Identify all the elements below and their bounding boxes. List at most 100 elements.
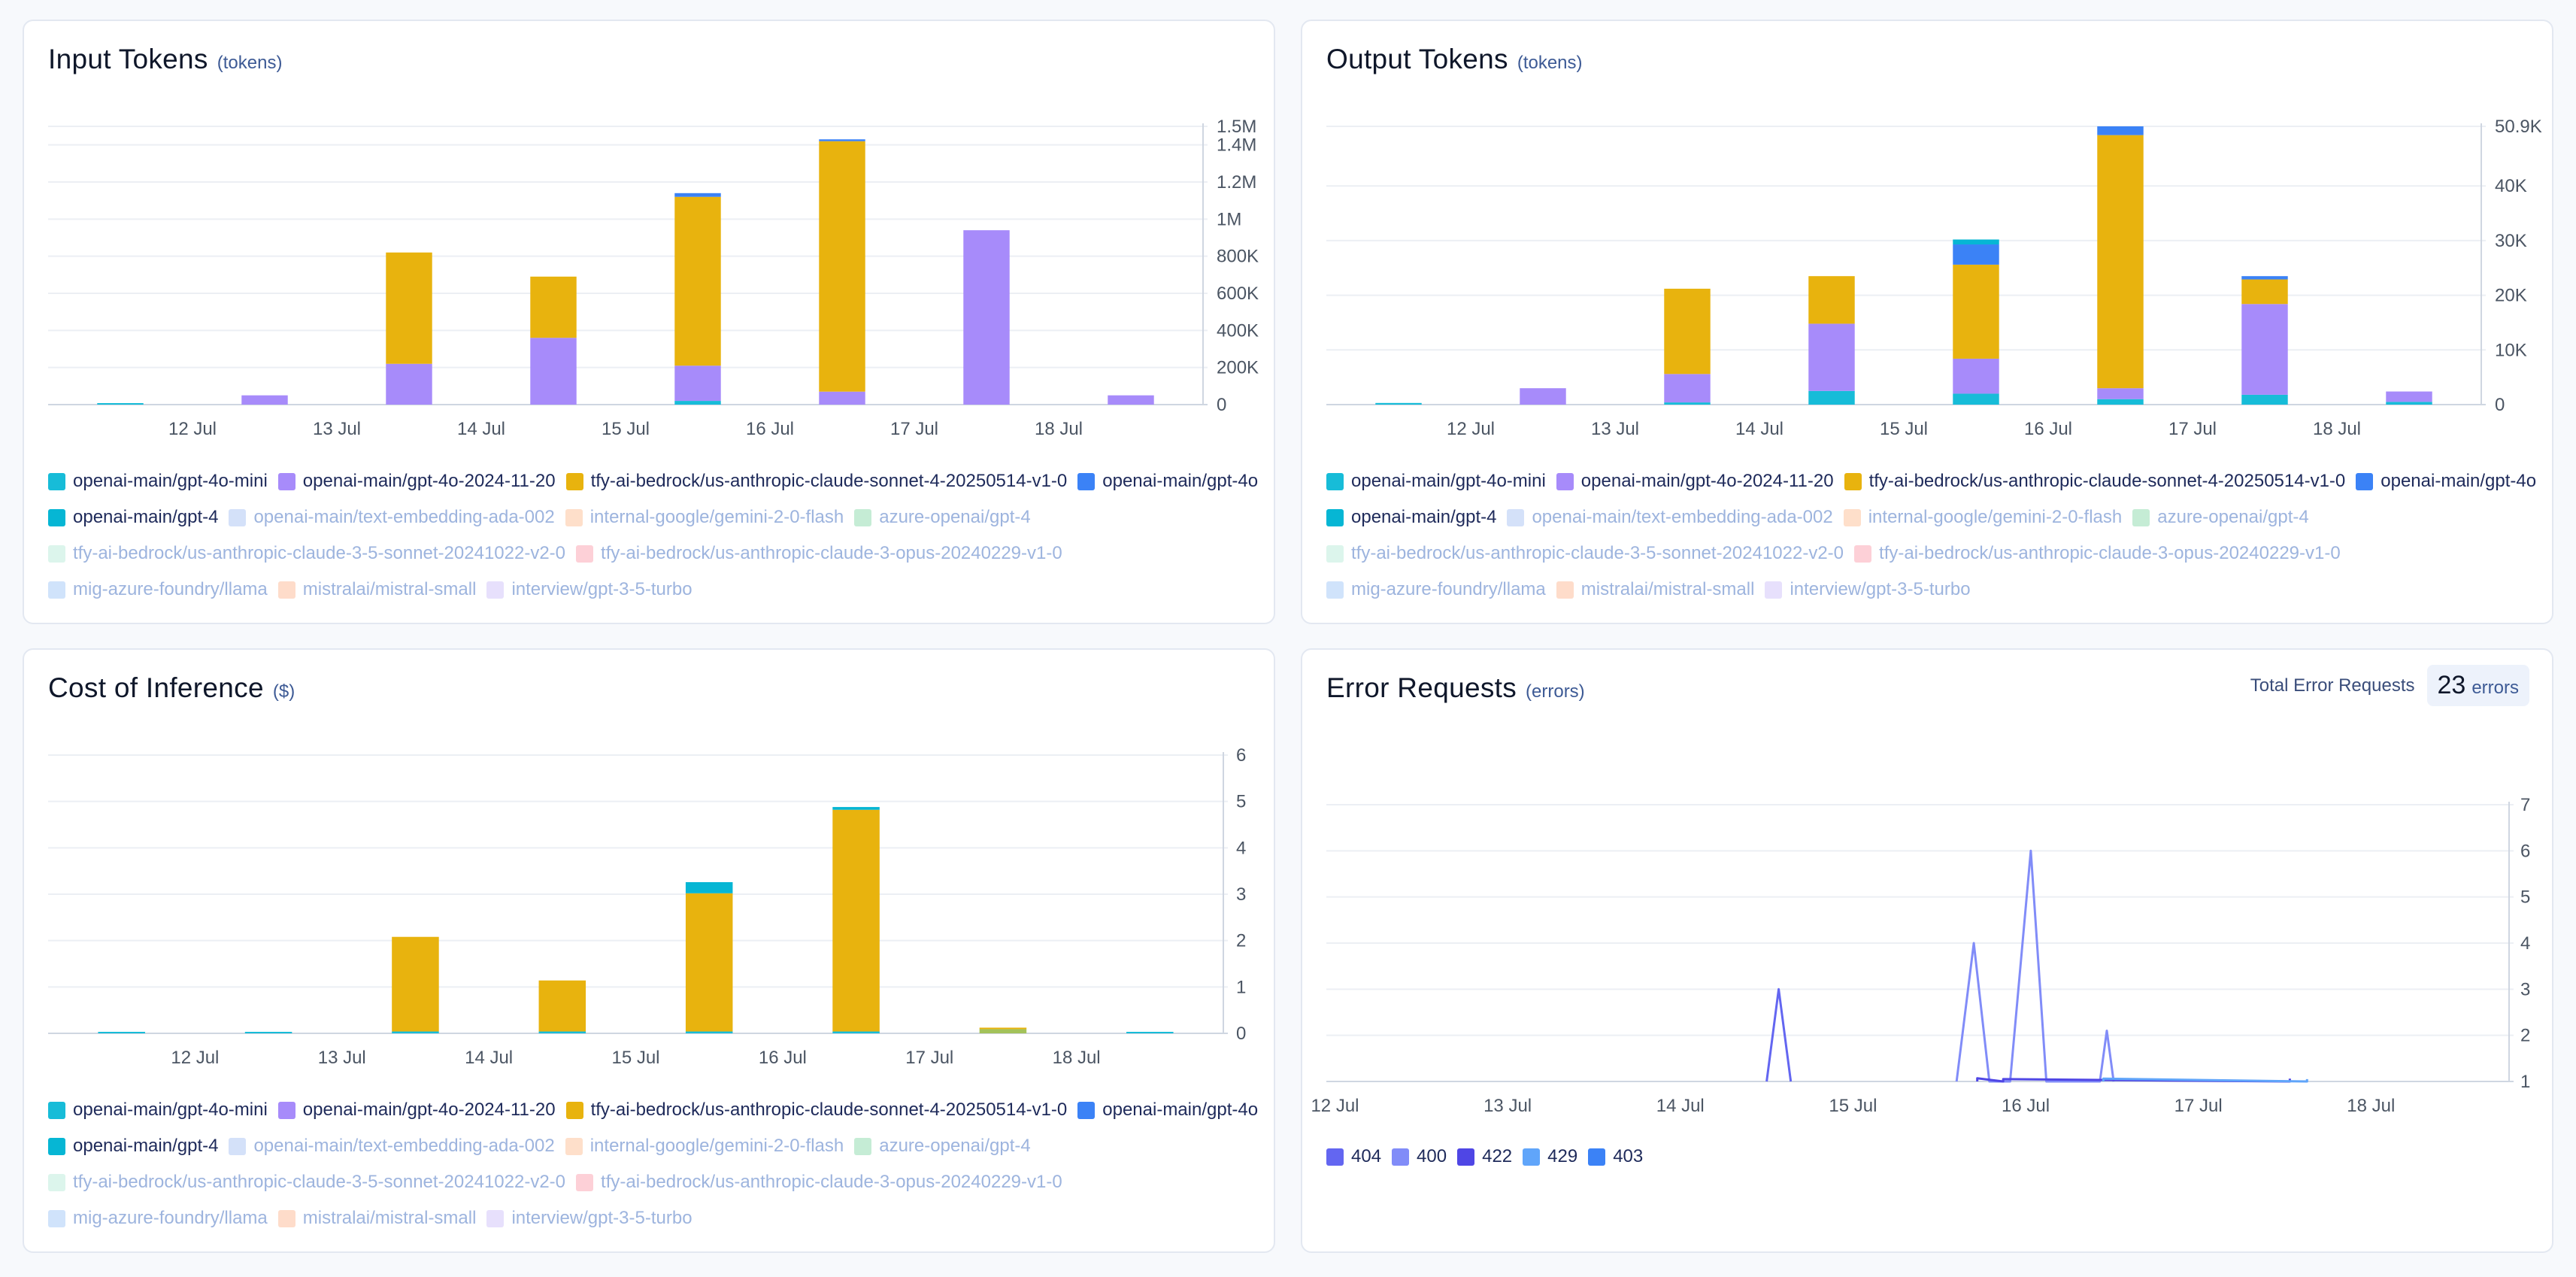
legend-item[interactable]: openai-main/gpt-4o xyxy=(2356,463,2536,499)
bar-segment xyxy=(832,807,880,810)
legend-swatch xyxy=(229,508,247,526)
legend-item[interactable]: openai-main/gpt-4 xyxy=(1326,499,1496,535)
error-requests-legend: 404 400 422 429 403 xyxy=(1326,1139,2537,1175)
legend-item[interactable]: mistralai/mistral-small xyxy=(277,572,476,608)
legend-item[interactable]: tfy-ai-bedrock/us-anthropic-claude-3-opu… xyxy=(576,535,1062,572)
bar-segment xyxy=(819,139,865,141)
bar-segment xyxy=(2097,399,2144,405)
legend-label: openai-main/text-embedding-ada-002 xyxy=(253,507,555,527)
legend-item[interactable]: openai-main/text-embedding-ada-002 xyxy=(229,1128,555,1164)
legend-item[interactable]: azure-openai/gpt-4 xyxy=(854,1128,1031,1164)
legend-label: mistralai/mistral-small xyxy=(302,1208,477,1228)
legend-label: tfy-ai-bedrock/us-anthropic-claude-sonne… xyxy=(590,471,1068,491)
legend-item[interactable]: openai-main/gpt-4 xyxy=(48,1128,218,1164)
x-tick-label: 15 Jul xyxy=(611,1048,659,1068)
y-tick-label: 10K xyxy=(2495,340,2527,360)
legend-swatch xyxy=(486,581,505,599)
y-tick-label: 0 xyxy=(1236,1024,1246,1044)
legend-item[interactable]: internal-google/gemini-2-0-flash xyxy=(565,499,844,535)
legend-item[interactable]: mistralai/mistral-small xyxy=(1556,572,1754,608)
legend-item[interactable]: tfy-ai-bedrock/us-anthropic-claude-3-opu… xyxy=(1854,535,2341,572)
legend-swatch xyxy=(48,1173,65,1191)
legend-item[interactable]: interview/gpt-3-5-turbo xyxy=(486,1200,692,1236)
legend-item[interactable]: openai-main/gpt-4o-2024-11-20 xyxy=(277,463,556,499)
bar-segment xyxy=(392,1031,439,1033)
total-error-label: Total Error Requests xyxy=(2250,675,2415,696)
bar-segment xyxy=(1953,244,1999,265)
legend-item[interactable]: openai-main/gpt-4o-2024-11-20 xyxy=(1556,463,1834,499)
legend-item[interactable]: openai-main/gpt-4o xyxy=(1077,1092,1258,1128)
legend-swatch xyxy=(1523,1148,1541,1166)
legend-item[interactable]: tfy-ai-bedrock/us-anthropic-claude-sonne… xyxy=(565,463,1068,499)
legend-item[interactable]: tfy-ai-bedrock/us-anthropic-claude-3-5-s… xyxy=(1326,535,1844,572)
legend-label: interview/gpt-3-5-turbo xyxy=(511,1208,692,1228)
legend-item[interactable]: mistralai/mistral-small xyxy=(277,1200,477,1236)
legend-item[interactable]: 400 xyxy=(1392,1139,1447,1175)
y-tick-label: 1.2M xyxy=(1217,172,1256,193)
bar-segment xyxy=(2241,276,2288,280)
legend-item[interactable]: openai-main/text-embedding-ada-002 xyxy=(1507,499,1833,535)
legend-item[interactable]: 403 xyxy=(1588,1139,1643,1175)
bar-segment xyxy=(2386,391,2432,402)
bar-segment xyxy=(819,391,865,405)
legend-item[interactable]: mig-azure-foundry/llama xyxy=(1326,572,1546,608)
legend-item[interactable]: mig-azure-foundry/llama xyxy=(48,1200,268,1236)
legend-label: openai-main/gpt-4o xyxy=(2381,471,2537,491)
error-requests-card: Error Requests (errors) Total Error Requ… xyxy=(1301,648,2553,1253)
legend-item[interactable]: 404 xyxy=(1326,1139,1381,1175)
legend-item[interactable]: tfy-ai-bedrock/us-anthropic-claude-sonne… xyxy=(565,1092,1067,1128)
x-tick-label: 18 Jul xyxy=(2313,419,2361,439)
legend-item[interactable]: azure-openai/gpt-4 xyxy=(2132,499,2309,535)
bar-segment xyxy=(97,403,144,405)
cost-of-inference-header: Cost of Inference ($) xyxy=(48,672,295,704)
legend-item[interactable]: 422 xyxy=(1457,1139,1512,1175)
total-error-requests: Total Error Requests 23 errors xyxy=(2250,665,2529,706)
y-tick-label: 40K xyxy=(2495,176,2527,196)
legend-item[interactable]: interview/gpt-3-5-turbo xyxy=(486,572,692,608)
legend-swatch xyxy=(48,544,65,563)
legend-item[interactable]: internal-google/gemini-2-0-flash xyxy=(1843,499,2122,535)
x-tick-label: 15 Jul xyxy=(602,419,650,439)
legend-swatch xyxy=(1765,581,1783,599)
legend-item[interactable]: interview/gpt-3-5-turbo xyxy=(1765,572,1971,608)
x-tick-label: 12 Jul xyxy=(168,419,217,439)
bar-segment xyxy=(1808,276,1855,324)
legend-item[interactable]: 429 xyxy=(1523,1139,1577,1175)
legend-swatch xyxy=(1588,1148,1606,1166)
y-tick-label: 2 xyxy=(2520,1026,2530,1046)
legend-item[interactable]: openai-main/gpt-4o-mini xyxy=(1326,463,1546,499)
bar-segment xyxy=(2097,135,2144,389)
legend-item[interactable]: openai-main/gpt-4 xyxy=(48,499,218,535)
legend-item[interactable]: tfy-ai-bedrock/us-anthropic-claude-3-opu… xyxy=(576,1164,1062,1200)
x-tick-label: 14 Jul xyxy=(1656,1096,1705,1116)
cost-of-inference-card: Cost of Inference ($) 0 1 2 3 4 5 6 12 Jul 13 Ju… xyxy=(23,648,1275,1253)
legend-item[interactable]: openai-main/gpt-4o-mini xyxy=(48,1092,268,1128)
legend-label: tfy-ai-bedrock/us-anthropic-claude-3-opu… xyxy=(1879,543,2341,563)
legend-swatch xyxy=(576,544,594,563)
bar-segment xyxy=(685,893,733,1032)
legend-swatch xyxy=(48,581,65,599)
legend-item[interactable]: azure-openai/gpt-4 xyxy=(854,499,1031,535)
legend-item[interactable]: openai-main/gpt-4o xyxy=(1077,463,1258,499)
legend-swatch xyxy=(1392,1148,1410,1166)
legend-item[interactable]: tfy-ai-bedrock/us-anthropic-claude-sonne… xyxy=(1844,463,2345,499)
legend-item[interactable]: mig-azure-foundry/llama xyxy=(48,572,268,608)
legend-swatch xyxy=(1854,544,1872,563)
y-tick-label: 20K xyxy=(2495,286,2527,306)
bar-segment xyxy=(244,1032,292,1033)
y-tick-label: 30K xyxy=(2495,231,2527,251)
legend-label: mig-azure-foundry/llama xyxy=(73,1208,268,1228)
x-tick-label: 14 Jul xyxy=(1735,419,1784,439)
legend-item[interactable]: internal-google/gemini-2-0-flash xyxy=(565,1128,844,1164)
bar-segment xyxy=(386,363,432,405)
legend-item[interactable]: openai-main/gpt-4o-2024-11-20 xyxy=(277,1092,556,1128)
output-tokens-chart: 0 10K 20K 30K 40K 50.9K 12 Jul 13 Jul 14 Jul 15 J… xyxy=(1326,117,2542,439)
legend-item[interactable]: openai-main/text-embedding-ada-002 xyxy=(229,499,555,535)
bar-segment xyxy=(1808,323,1855,391)
legend-item[interactable]: openai-main/gpt-4o-mini xyxy=(48,463,268,499)
legend-label: openai-main/gpt-4o-2024-11-20 xyxy=(302,471,556,491)
legend-swatch xyxy=(1556,472,1574,490)
legend-item[interactable]: tfy-ai-bedrock/us-anthropic-claude-3-5-s… xyxy=(48,535,565,572)
x-tick-label: 13 Jul xyxy=(1591,419,1639,439)
legend-item[interactable]: tfy-ai-bedrock/us-anthropic-claude-3-5-s… xyxy=(48,1164,565,1200)
